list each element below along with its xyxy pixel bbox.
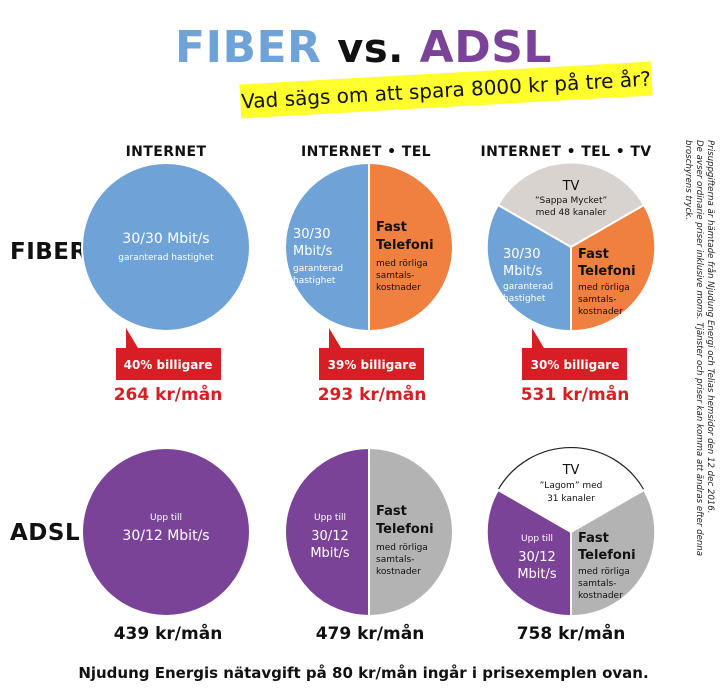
footer-note: Njudung Energis nätavgift på 80 kr/mån i… [78,664,649,682]
pie-slice-internet [284,446,370,618]
pie-label: Upp till [314,513,346,523]
pie-label: Telefoni [578,548,636,563]
adsl-internet-tel-tv-pie: TV ”Lagom” med 31 kanaler Upp till 30/12… [485,446,657,618]
discount-flag [522,328,627,380]
pie-slice-internet [485,203,572,333]
pie-label: 31 kanaler [547,494,595,504]
pie-slice-internet [81,162,251,332]
pie-slice-internet [284,161,370,333]
title-vs: vs. [337,26,404,72]
adsl-internet-pie: Upp till 30/12 Mbit/s [81,447,251,617]
pie-label: Upp till [521,534,553,544]
pie-label: samtals- [376,555,414,565]
row-label-fiber: FIBER [10,239,88,265]
pie-label: TV [562,179,580,194]
discount-label: 40% billigare [124,358,213,372]
pie-label: samtals- [376,271,414,281]
pie-label: 30/30 [503,247,540,262]
pie-slice-telephony [368,161,454,333]
pie-label: med rörliga [578,567,630,577]
fiber-internet-tel-pie: 30/30 Mbit/s garanterad hastighet Fast T… [284,161,454,333]
adsl-internet-tel-pie: Upp till 30/12 Mbit/s Fast Telefoni med … [284,446,454,618]
pie-label: TV [562,463,580,478]
pie-label: samtals- [578,579,616,589]
pie-label: Fast [376,504,407,519]
adsl-internet-tel-price: 479 kr/mån [315,624,425,644]
title-adsl: ADSL [419,22,552,73]
pie-label: 30/12 Mbit/s [122,528,209,544]
pie-label: Mbit/s [503,264,543,279]
pie-slice-telephony [570,203,657,333]
pie-label: Mbit/s [293,244,333,259]
pie-label: 30/30 [293,227,330,242]
adsl-internet-price: 439 kr/mån [113,624,223,644]
row-label-adsl: ADSL [10,520,81,546]
pie-label: kostnader [376,283,421,293]
pie-label: med 48 kanaler [536,208,607,218]
pie-label: Upp till [150,513,182,523]
pie-label: kostnader [578,591,623,601]
source-note-line-2: De avser ordinarie priser inklusive moms… [683,140,704,557]
pie-slice-telephony [570,488,657,618]
fiber-internet-tel-tv-pie: TV ”Sappa Mycket” med 48 kanaler 30/30 M… [485,161,657,333]
pie-label: garanterad [503,282,553,292]
pie-label: kostnader [376,567,421,577]
adsl-internet-tel-tv-price: 758 kr/mån [516,624,626,644]
pie-label: hastighet [293,276,336,286]
pie-slice-internet [81,447,251,617]
pie-label: med rörliga [578,283,630,293]
fiber-internet-discount-callout: 40% billigare [116,328,221,380]
fiber-internet-tel-tv-discount-callout: 30% billigare [522,328,627,380]
fiber-internet-pie: 30/30 Mbit/s garanterad hastighet [81,162,251,332]
column-header-internet-tel: INTERNET • TEL [301,144,431,160]
pie-slice-telephony [368,446,454,618]
pie-label: Telefoni [376,238,434,253]
discount-label: 30% billigare [531,358,620,372]
pie-label: ”Sappa Mycket” [535,196,607,206]
pie-label: Fast [578,247,609,262]
pie-label: med rörliga [376,543,428,553]
fiber-internet-price: 264 kr/mån [113,385,223,405]
fiber-internet-tel-tv-price: 531 kr/mån [520,385,630,405]
discount-flag [319,328,424,380]
pie-label: 30/12 [311,529,348,544]
pie-label: kostnader [578,307,623,317]
pie-label: Telefoni [376,522,434,537]
pie-label: Fast [376,220,407,235]
fiber-internet-tel-price: 293 kr/mån [317,385,427,405]
discount-label: 39% billigare [328,358,417,372]
pie-label: 30/12 [518,550,555,565]
pie-label: med rörliga [376,259,428,269]
pie-label: Telefoni [578,264,636,279]
discount-flag [116,328,221,380]
source-note: Prisuppgifterna är hämtade från Njudung … [682,140,715,610]
pie-label: ”Lagom” med [540,481,603,491]
pie-label: Mbit/s [517,567,557,582]
pie-slice-internet [485,488,572,618]
title-fiber: FIBER [175,22,322,73]
pie-label: garanterad hastighet [118,253,214,263]
pie-label: garanterad [293,264,343,274]
pie-label: samtals- [578,295,616,305]
column-header-internet: INTERNET [125,144,207,160]
pie-label: Mbit/s [310,546,350,561]
page-title: FIBER vs. ADSL [0,22,727,73]
source-note-line-1: Prisuppgifterna är hämtade från Njudung … [705,140,715,514]
pie-label: 30/30 Mbit/s [122,231,209,247]
fiber-internet-tel-discount-callout: 39% billigare [319,328,424,380]
pie-label: hastighet [503,294,546,304]
column-header-internet-tel-tv: INTERNET • TEL • TV [480,144,652,160]
pie-label: Fast [578,531,609,546]
